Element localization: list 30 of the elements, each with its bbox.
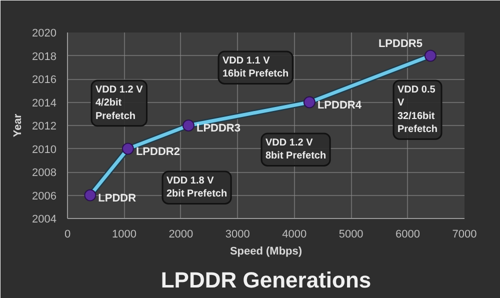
annotation: LPDDR (98, 192, 136, 204)
x-tick-label: 3000 (225, 228, 250, 240)
y-tick-label: 2004 (32, 214, 57, 226)
text: LPDDR Generations (160, 268, 372, 292)
annotation: LPDDR5 (378, 38, 422, 50)
annotation: LPDDR2 (136, 146, 180, 158)
y-tick-label: 2020 (32, 28, 57, 40)
y-tick-label: 2012 (32, 120, 57, 132)
annotation: VDD 1.8 V 2bit Prefetch (166, 176, 228, 200)
x-tick-label: 4000 (282, 228, 307, 240)
y-tick-label: 2006 (32, 190, 57, 202)
x-tick-label: 2000 (168, 228, 194, 240)
y-axis-title: Year (12, 113, 24, 138)
y-tick-label: 2014 (32, 97, 57, 110)
annotation: LPDDR3 (196, 122, 240, 134)
x-tick-label: 6000 (396, 228, 420, 240)
annotation: VDD 1.1 V 16bit Prefetch (222, 56, 289, 80)
annotation: VDD 1.2 V 8bit Prefetch (266, 138, 326, 162)
x-tick-label: 7000 (452, 228, 477, 240)
x-tick-label: 5000 (338, 228, 364, 240)
x-tick-label: 1000 (112, 228, 136, 240)
annotation: VDD 1.2 V 4/2bit Prefetch (96, 84, 144, 122)
y-tick-label: 2008 (32, 167, 57, 179)
x-axis-title: Speed (Mbps) (230, 246, 302, 258)
x-tick-label: 0 (64, 228, 71, 240)
annotation: VDD 0.5 V 32/16bit Prefetch (398, 84, 438, 136)
annotation: LPDDR4 (317, 99, 362, 112)
y-tick-label: 2018 (32, 50, 57, 63)
y-tick-label: 2010 (32, 144, 57, 156)
y-tick-label: 2016 (32, 74, 57, 86)
